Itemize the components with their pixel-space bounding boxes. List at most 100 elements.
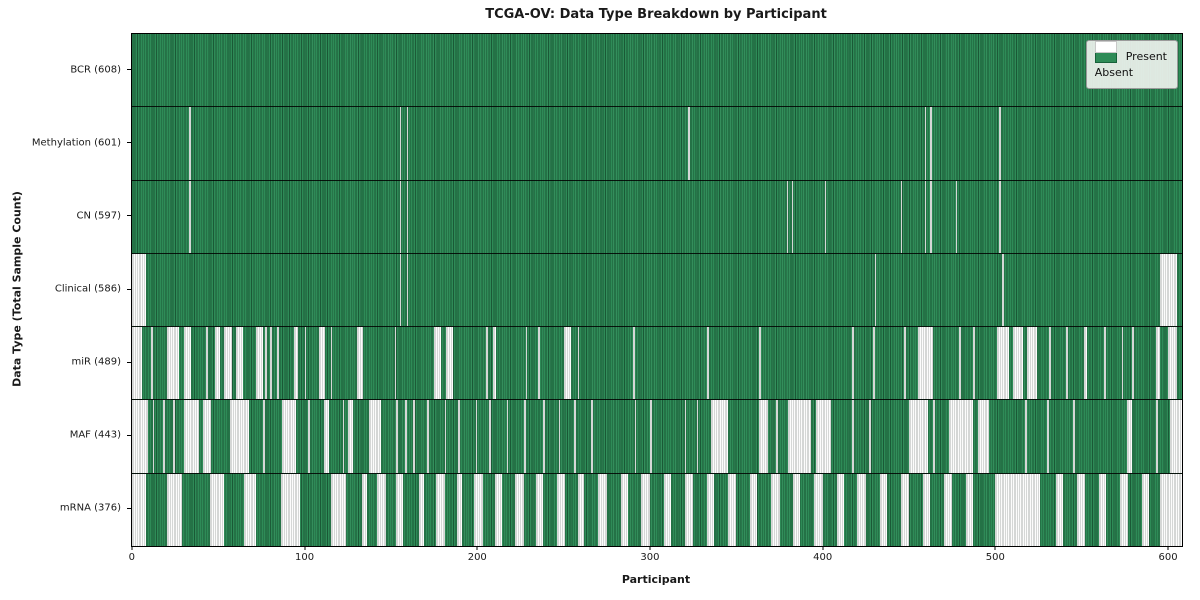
absent-segment (959, 327, 961, 400)
absent-segment (342, 400, 345, 473)
absent-segment (641, 473, 651, 546)
absent-segment (330, 327, 333, 400)
y-tick-mark (127, 507, 131, 509)
legend: Present Absent (1085, 40, 1178, 89)
absent-segment (308, 400, 310, 473)
x-tick-mark (822, 546, 824, 550)
absent-segment (475, 400, 478, 473)
absent-segment (1073, 400, 1075, 473)
absent-segment (1083, 327, 1088, 400)
absent-segment (277, 327, 279, 400)
absent-segment (427, 400, 430, 473)
absent-segment (406, 107, 409, 180)
absent-segment (793, 473, 801, 546)
absent-segment (770, 473, 780, 546)
absent-segment (394, 327, 397, 400)
absent-segment (922, 473, 930, 546)
absent-segment (973, 327, 975, 400)
absent-segment (727, 473, 737, 546)
absent-segment (943, 473, 953, 546)
absent-segment (183, 400, 200, 473)
absent-segment (280, 473, 300, 546)
absent-segment (444, 400, 447, 473)
x-tick-mark (1167, 546, 1169, 550)
x-tick-mark (131, 546, 133, 550)
absent-segment (1104, 327, 1106, 400)
plot-area: Present Absent (131, 33, 1183, 547)
absent-segment (543, 400, 545, 473)
absent-segment (399, 253, 402, 327)
x-tick-mark (476, 546, 478, 550)
absent-segment (244, 473, 257, 546)
y-axis: BCR (608) Methylation (601) CN (597) Clinic… (0, 33, 131, 545)
absent-segment (132, 253, 146, 327)
absent-segment (150, 327, 153, 400)
absent-segment (836, 473, 844, 546)
absent-segment (163, 400, 165, 473)
absent-segment (710, 400, 728, 473)
y-tick-label: CN (597) (76, 210, 121, 222)
absent-segment (872, 327, 875, 400)
absent-segment (574, 400, 576, 473)
y-tick-mark (127, 288, 131, 290)
x-tick-label: 100 (295, 552, 315, 563)
absent-segment (202, 400, 212, 473)
absent-segment (132, 327, 143, 400)
absent-segment (879, 473, 887, 546)
absent-segment (368, 400, 381, 473)
absent-segment (1131, 327, 1134, 400)
absent-segment (166, 327, 179, 400)
absent-segment (323, 400, 329, 473)
absent-segment (563, 327, 571, 400)
absent-segment (377, 473, 386, 546)
absent-segment (852, 327, 854, 400)
absent-segment (399, 180, 402, 253)
absent-segment (183, 327, 191, 400)
absent-segment (1168, 327, 1177, 400)
y-tick-mark (127, 215, 131, 217)
absent-segment (235, 327, 243, 400)
x-tick-mark (994, 546, 996, 550)
y-tick-mark (127, 142, 131, 144)
absent-segment (900, 180, 903, 253)
absent-segment (166, 473, 183, 546)
x-tick-label: 500 (985, 552, 1005, 563)
x-tick-label: 0 (128, 552, 136, 563)
absent-segment (929, 180, 932, 253)
x-tick-label: 300 (640, 552, 660, 563)
absent-segment (814, 473, 823, 546)
absent-segment (223, 327, 233, 400)
absent-segment (263, 400, 265, 473)
x-tick-label: 400 (813, 552, 833, 563)
y-tick-label: mRNA (376) (59, 502, 121, 514)
absent-segment (903, 327, 906, 400)
absent-segment (1012, 327, 1024, 400)
absent-segment (933, 400, 936, 473)
absent-segment (506, 400, 509, 473)
absent-segment (824, 180, 827, 253)
absent-segment (663, 473, 671, 546)
absent-segment (978, 400, 989, 473)
y-tick-mark (127, 69, 131, 71)
absent-segment (473, 473, 483, 546)
y-tick-label: Methylation (601) (31, 137, 121, 149)
row-cn (132, 180, 1182, 254)
absent-segment (995, 473, 1041, 546)
absent-segment (632, 327, 635, 400)
absent-segment (1159, 473, 1182, 546)
absent-segment (900, 473, 910, 546)
absent-segment (356, 327, 364, 400)
absent-segment (434, 327, 442, 400)
absent-segment (1049, 327, 1051, 400)
row-maf (132, 400, 1182, 474)
absent-segment (788, 400, 811, 473)
absent-segment (396, 473, 404, 546)
x-axis-label: Participant (621, 573, 691, 586)
absent-segment (347, 400, 354, 473)
absent-segment (537, 327, 540, 400)
absent-segment (684, 400, 687, 473)
absent-segment (750, 473, 758, 546)
absent-segment (929, 107, 932, 180)
row-mir (132, 327, 1182, 401)
absent-segment (966, 473, 974, 546)
